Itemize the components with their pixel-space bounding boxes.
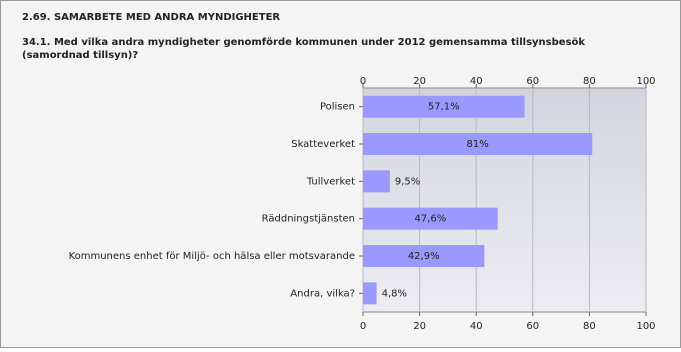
- x-tick-label: 100: [636, 76, 655, 87]
- bar: [363, 282, 377, 305]
- value-label: 9,5%: [395, 176, 420, 187]
- x-tick-label: 80: [583, 76, 596, 87]
- heading: 2.69. SAMARBETE MED ANDRA MYNDIGHETER: [22, 12, 280, 23]
- y-tick-label: Räddningstjänsten: [262, 214, 355, 225]
- bar: [363, 95, 525, 118]
- x-tick-label: 40: [470, 321, 483, 332]
- x-tick-label: 20: [413, 321, 426, 332]
- x-tick-label: 20: [413, 76, 426, 87]
- value-label: 81%: [466, 139, 488, 150]
- x-tick-label: 40: [470, 76, 483, 87]
- x-tick-label: 0: [360, 76, 366, 87]
- y-tick-label: Tullverket: [306, 176, 355, 187]
- y-tick-label: Andra, vilka?: [290, 288, 355, 299]
- chart-title: (samordnad tillsyn)?: [22, 50, 138, 61]
- x-tick-label: 60: [526, 321, 539, 332]
- plot-area: [362, 87, 647, 313]
- chart-title: 34.1. Med vilka andra myndigheter genomf…: [22, 37, 585, 48]
- y-tick-label: Kommunens enhet för Miljö- och hälsa ell…: [69, 251, 355, 262]
- value-label: 42,9%: [408, 251, 440, 262]
- y-tick-label: Skatteverket: [291, 139, 355, 150]
- x-tick-label: 100: [636, 321, 655, 332]
- x-tick-label: 0: [360, 321, 366, 332]
- value-label: 4,8%: [382, 288, 407, 299]
- x-tick-label: 60: [526, 76, 539, 87]
- x-tick-label: 80: [583, 321, 596, 332]
- bar: [363, 207, 498, 230]
- bar: [363, 170, 390, 193]
- bar: [363, 245, 485, 267]
- bar: [363, 133, 593, 155]
- value-label: 47,6%: [414, 214, 446, 225]
- y-tick-label: Polisen: [320, 102, 355, 113]
- value-label: 57,1%: [428, 102, 460, 113]
